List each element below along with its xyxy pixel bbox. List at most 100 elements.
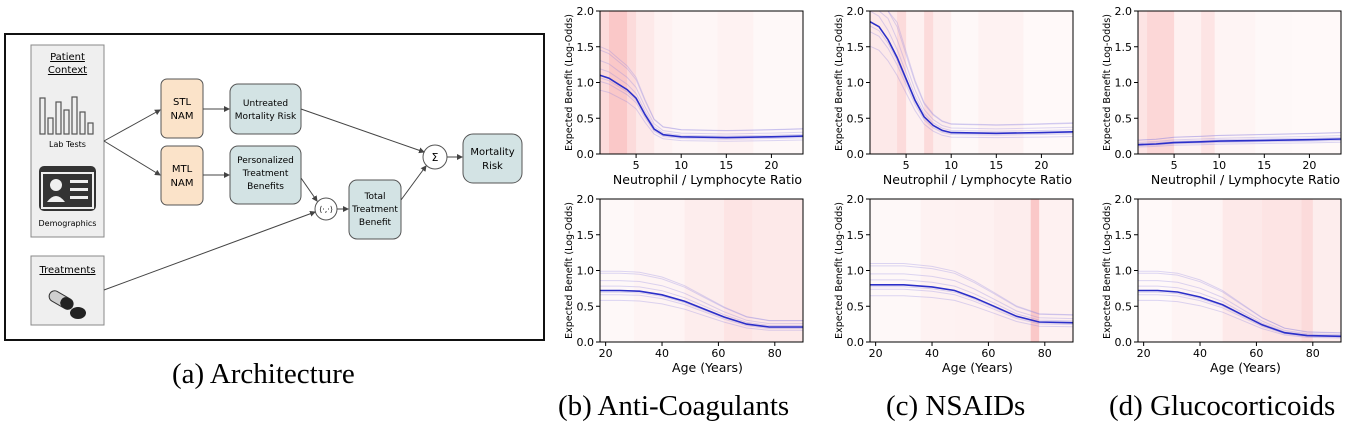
risk-band bbox=[920, 199, 955, 342]
x-tick-label: 60 bbox=[1249, 347, 1263, 360]
treatments-box bbox=[30, 255, 105, 326]
y-tick-label: 0.0 bbox=[1115, 336, 1133, 349]
sample-curve bbox=[1137, 141, 1342, 148]
caption-b: (b) Anti-Coagulants bbox=[558, 390, 790, 422]
y-tick-label: 0.0 bbox=[577, 148, 595, 161]
risk-band bbox=[627, 11, 637, 154]
x-tick-label: 5 bbox=[903, 159, 910, 172]
sample-curve bbox=[1137, 132, 1342, 141]
mortality-label-2: Risk bbox=[482, 161, 503, 172]
y-tick-label: 0.5 bbox=[1115, 112, 1133, 125]
y-axis-label: Expected Benefit (Log-Odds) bbox=[1102, 202, 1113, 339]
stl-nam-box bbox=[160, 78, 204, 139]
chart-nsaids-age: 0.0 0.5 1.0 1.5 2.0 20 40 60 80 Age (Years) Expect… bbox=[834, 193, 1074, 375]
sample-curve bbox=[870, 265, 1074, 316]
caption-c: (c) NSAIDs bbox=[886, 390, 1026, 422]
risk-band bbox=[717, 11, 754, 154]
sample-curve bbox=[1137, 135, 1342, 143]
y-tick-label: 1.5 bbox=[1115, 41, 1133, 54]
x-axis-label: Neutrophil / Lymphocyte Ratio bbox=[1151, 172, 1340, 187]
risk-band bbox=[609, 11, 628, 154]
patient-context-title-2: Context bbox=[48, 65, 87, 76]
risk-band bbox=[870, 11, 898, 154]
x-tick-label: 20 bbox=[1137, 347, 1151, 360]
sample-curve bbox=[1138, 270, 1342, 334]
risk-band bbox=[600, 11, 610, 154]
risk-band bbox=[1214, 11, 1256, 154]
lab-tests-label: Lab Tests bbox=[49, 140, 86, 149]
y-tick-label: 1.5 bbox=[1115, 229, 1133, 242]
total-label-3: Benefit bbox=[359, 218, 392, 228]
y-tick-label: 1.0 bbox=[1115, 77, 1133, 90]
y-axis-label: Expected Benefit (Log-Odds) bbox=[834, 202, 845, 339]
diagram-arrows bbox=[103, 106, 463, 291]
y-axis-label: Expected Benefit (Log-Odds) bbox=[1102, 14, 1113, 151]
risk-band bbox=[1039, 199, 1073, 342]
x-tick-label: 60 bbox=[711, 347, 725, 360]
x-axis-label: Age (Years) bbox=[672, 360, 743, 375]
sample-curve bbox=[1138, 280, 1342, 336]
x-axis-label: Age (Years) bbox=[942, 360, 1013, 375]
y-axis-label: Expected Benefit (Log-Odds) bbox=[564, 202, 575, 339]
y-tick-label: 1.0 bbox=[847, 265, 865, 278]
mortality-label-1: Mortality bbox=[470, 147, 514, 158]
sample-curve bbox=[870, 10, 1074, 130]
sample-curve bbox=[1137, 140, 1342, 147]
y-tick-label: 2.0 bbox=[577, 193, 595, 206]
y-tick-label: 1.0 bbox=[847, 77, 865, 90]
risk-band bbox=[633, 199, 685, 342]
sample-curve bbox=[600, 270, 803, 321]
sample-curve bbox=[1138, 299, 1342, 339]
dot-product-symbol: ⟨·,·⟩ bbox=[319, 205, 333, 214]
y-tick-label: 0.5 bbox=[847, 112, 865, 125]
x-axis-label: Neutrophil / Lymphocyte Ratio bbox=[883, 172, 1072, 187]
risk-band bbox=[1301, 199, 1313, 342]
y-tick-label: 0.0 bbox=[847, 336, 865, 349]
stl-label-2: NAM bbox=[171, 111, 194, 122]
x-tick-label: 20 bbox=[599, 347, 613, 360]
y-tick-label: 0.0 bbox=[1115, 148, 1133, 161]
risk-band bbox=[1147, 11, 1175, 154]
caption-d: (d) Glucocorticoids bbox=[1109, 390, 1336, 422]
sum-symbol: Σ bbox=[432, 151, 439, 164]
x-axis-label: Age (Years) bbox=[1210, 360, 1281, 375]
caption-a: (a) Architecture bbox=[172, 358, 355, 390]
untreated-label-1: Untreated bbox=[243, 99, 288, 109]
sample-curve bbox=[599, 89, 804, 142]
risk-band bbox=[1222, 199, 1263, 342]
y-tick-label: 0.5 bbox=[847, 300, 865, 313]
y-tick-label: 1.5 bbox=[847, 41, 865, 54]
pills-icon bbox=[48, 290, 86, 319]
sample-curve bbox=[869, 31, 1074, 136]
y-tick-label: 0.5 bbox=[577, 300, 595, 313]
x-tick-label: 40 bbox=[925, 347, 939, 360]
mean-curve bbox=[600, 289, 803, 328]
mtl-nam-box bbox=[160, 145, 204, 206]
y-tick-label: 0.5 bbox=[1115, 300, 1133, 313]
sample-curve bbox=[600, 280, 803, 325]
id-card-icon bbox=[39, 166, 96, 211]
sample-curve bbox=[600, 294, 803, 329]
mean-curve bbox=[1138, 289, 1342, 338]
sample-curve bbox=[600, 272, 803, 322]
sample-curve bbox=[1137, 137, 1342, 145]
y-tick-label: 1.0 bbox=[577, 265, 595, 278]
sample-curve bbox=[869, 10, 1074, 132]
risk-band bbox=[1030, 199, 1040, 342]
risk-band bbox=[870, 199, 921, 342]
sample-curve bbox=[600, 299, 803, 331]
y-axis-label: Expected Benefit (Log-Odds) bbox=[834, 14, 845, 151]
x-axis-label: Neutrophil / Lymphocyte Ratio bbox=[613, 172, 802, 187]
personalized-benefits-box bbox=[229, 145, 302, 205]
risk-band bbox=[753, 11, 803, 154]
risk-band bbox=[897, 11, 907, 154]
x-tick-label: 20 bbox=[1302, 159, 1316, 172]
sample-curve bbox=[1138, 285, 1342, 336]
sample-curve bbox=[870, 288, 1074, 325]
mean-curve bbox=[869, 21, 1074, 135]
sample-curve bbox=[870, 295, 1074, 328]
sample-curve bbox=[870, 279, 1074, 322]
y-tick-label: 0.5 bbox=[577, 112, 595, 125]
demographics-label: Demographics bbox=[39, 219, 97, 228]
personalized-label-3: Benefits bbox=[247, 182, 284, 192]
